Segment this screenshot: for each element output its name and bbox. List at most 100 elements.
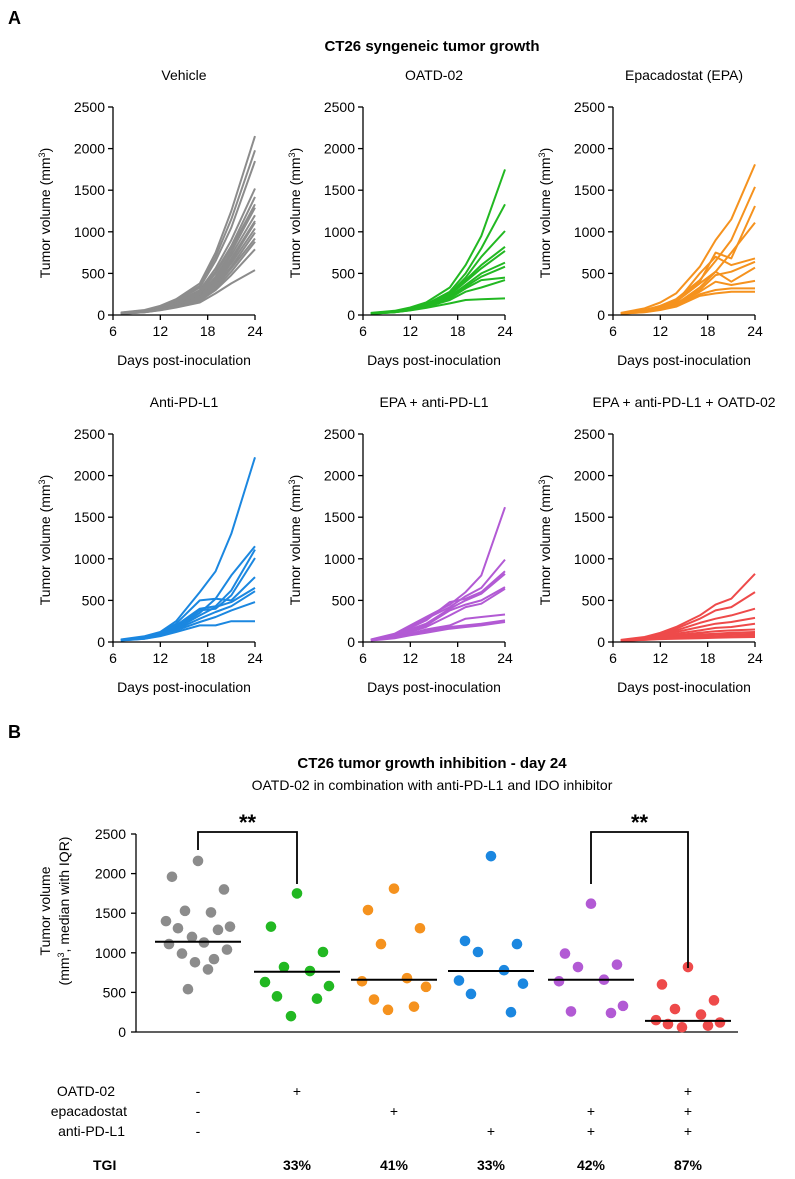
x-tick-label: 18 [450,650,466,666]
data-point [676,1021,688,1033]
series-line [120,590,256,642]
y-tick-label: 500 [332,265,356,281]
y-tick-label: 500 [582,265,606,281]
data-point [189,957,201,968]
line-chart-5: EPA + anti-PD-L1 0 500 1000 1500 2000 2500 6 12 1… [287,394,513,695]
y-tick-label: 1000 [574,551,605,567]
dot-y-tick-label: 1000 [95,945,126,961]
significance-marker: ** [631,810,649,835]
data-point [472,946,484,958]
panel-b-ylabel-line1: Tumor volume [37,866,53,955]
dot-plot: 0 500 1000 1500 2000 2500 ** ** [95,810,738,1040]
y-tick-label: 1000 [74,551,105,567]
data-point [323,980,335,992]
y-axis-label: Tumor volume (mm3) [537,475,553,606]
data-point [414,922,426,934]
data-point [605,1007,617,1019]
series-line [120,135,256,314]
condition-mark: - [196,1103,201,1119]
y-tick-label: 2500 [324,99,355,115]
x-tick-label: 6 [609,650,617,666]
y-tick-label: 0 [347,307,355,323]
chart-title: OATD-02 [405,67,463,83]
data-point [585,898,597,909]
row-label-epacadostat: epacadostat [51,1103,127,1119]
significance-marker: ** [239,810,257,835]
data-point [291,888,303,899]
condition-mark: + [293,1083,301,1099]
chart-title: Anti-PD-L1 [150,394,219,410]
series-line [120,620,255,642]
series-line [370,297,506,315]
tgi-value: 87% [674,1157,703,1173]
data-point [285,1010,297,1022]
x-tick-label: 6 [359,323,367,339]
y-tick-label: 500 [82,592,106,608]
condition-mark: - [196,1083,201,1099]
x-tick-label: 18 [700,650,716,666]
y-tick-label: 1500 [74,509,105,525]
data-point [182,983,194,995]
x-tick-label: 12 [403,323,419,339]
data-point [702,1020,714,1031]
x-tick-label: 24 [247,650,263,666]
data-point [517,978,529,989]
data-point [420,981,432,993]
y-tick-label: 1500 [574,182,605,198]
y-tick-label: 2000 [324,468,355,484]
data-point [271,991,283,1002]
x-tick-label: 12 [403,650,419,666]
x-tick-label: 12 [653,323,669,339]
significance-bracket [590,831,689,968]
x-axis-label: Days post-inoculation [617,352,751,368]
condition-table: - - - +33% +41% +33% + +42% + + +87% [196,1083,703,1173]
data-point [368,994,380,1005]
y-tick-label: 2000 [574,141,605,157]
data-point [559,948,571,959]
x-tick-label: 24 [247,323,263,339]
y-tick-label: 0 [97,307,105,323]
data-point [221,944,233,955]
y-axis-label: Tumor volume (mm3) [537,148,553,279]
line-panels: Vehicle 0 500 1000 1500 2000 2500 6 12 18 24 Days p… [37,67,776,695]
x-tick-label: 12 [153,650,169,666]
tgi-value: 42% [577,1157,606,1173]
data-point [224,921,236,932]
chart-title: EPA + anti-PD-L1 [379,394,488,410]
line-chart-1: Vehicle 0 500 1000 1500 2000 2500 6 12 18 24 Days p… [37,67,263,368]
y-tick-label: 500 [582,592,606,608]
data-point [166,871,178,883]
condition-mark: + [684,1083,692,1099]
y-tick-label: 500 [332,592,356,608]
x-tick-label: 6 [109,323,117,339]
data-point [382,1004,394,1016]
y-tick-label: 2000 [74,468,105,484]
data-point [388,883,400,894]
data-point [172,922,184,934]
significance-bracket [197,831,298,884]
dot-y-tick-label: 1500 [95,905,126,921]
dot-y-tick-label: 2000 [95,866,126,882]
x-tick-label: 18 [200,650,216,666]
series-line [620,164,756,314]
x-tick-label: 24 [747,323,763,339]
panel-b-ylabel: Tumor volume (mm3, median with IQR) [37,837,72,986]
data-point [218,884,230,895]
row-label-antipdl1: anti-PD-L1 [58,1123,125,1139]
y-axis-label: Tumor volume (mm3) [287,475,303,606]
y-tick-label: 1500 [74,182,105,198]
x-axis-label: Days post-inoculation [367,352,501,368]
data-point [176,948,188,959]
series-line [620,290,755,315]
chart-title: Vehicle [161,67,206,83]
y-tick-label: 2500 [324,426,355,442]
y-tick-label: 2500 [574,426,605,442]
x-axis-label: Days post-inoculation [617,679,751,695]
x-axis-label: Days post-inoculation [117,679,251,695]
data-point [408,1001,420,1012]
x-tick-label: 12 [653,650,669,666]
data-point [669,1003,681,1015]
x-tick-label: 18 [700,323,716,339]
dot-group-2 [254,888,340,1022]
